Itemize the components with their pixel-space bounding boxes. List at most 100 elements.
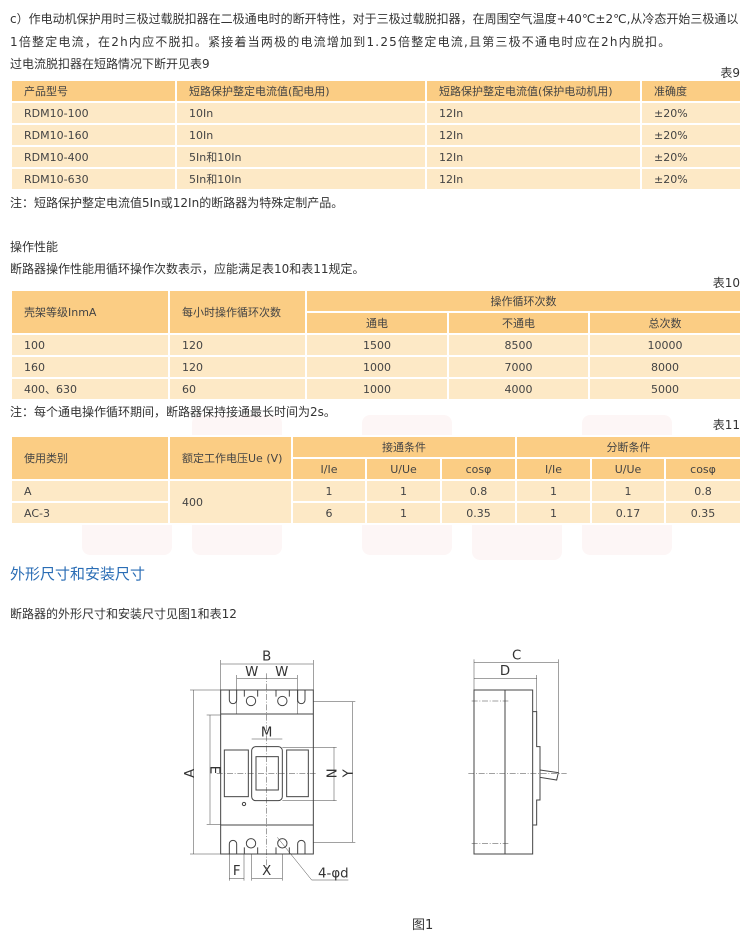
cell: 400 [168,479,293,525]
cell: 10In [175,123,427,147]
label-hole: 4-φd [318,866,349,881]
cell: A [10,479,170,503]
header-cell: 额定工作电压Ue (V) [168,435,293,481]
table-row: 100 120 1500 8500 10000 [10,333,743,357]
cell: 1 [515,501,593,525]
label-w: W [245,665,258,680]
table-caption: 表11 [712,418,740,432]
dimension-drawing: B W W M A E N Y F X 4-φd C D [183,648,567,881]
table-caption: 表10 [712,276,740,290]
label-w: W [275,665,288,680]
subheader-cell: I/Ie [515,457,593,481]
cell: RDM10-100 [10,101,177,125]
label-n: N [323,768,338,778]
dimension-lines [190,659,559,881]
cell: RDM10-630 [10,167,177,191]
label-d: D [500,664,510,679]
cell: 5000 [587,377,743,401]
table-row: RDM10-400 5In和10In 12In ±20% [10,145,742,169]
header-cell: 每小时操作循环次数 [168,289,307,335]
cell: 1 [590,479,667,503]
table-header-row: 壳架等级InmA 每小时操作循环次数 操作循环次数 [10,289,743,335]
cell: ±20% [640,123,742,147]
cell: 0.8 [439,479,518,503]
cell: ±20% [640,167,742,191]
cell: 5In和10In [175,167,427,191]
table-row: RDM10-630 5In和10In 12In ±20% [10,167,742,191]
table-note: 注：短路保护整定电流值5In或12In的断路器为特殊定制产品。 [10,196,344,210]
table-row: AC-3 6 1 0.35 1 0.17 0.35 [10,501,743,525]
cell: RDM10-160 [10,123,177,147]
header-cell: 准确度 [640,79,742,103]
cell: 12In [425,145,642,169]
cell: 1 [365,501,442,525]
center-lines [216,673,567,870]
header-cell: 接通条件 [290,435,518,459]
cell: 1 [365,479,442,503]
table-10: 壳架等级InmA 每小时操作循环次数 操作循环次数 通电 不通电 总次数 100… [10,289,743,401]
header-cell: 使用类别 [10,435,170,481]
subheader-cell: 通电 [305,311,449,335]
cell: 10In [175,101,427,125]
cell: 0.17 [590,501,667,525]
cell: 120 [168,333,307,357]
header-cell: 产品型号 [10,79,177,103]
label-c: C [512,648,521,663]
subheader-cell: U/Ue [590,457,667,481]
cell: ±20% [640,145,742,169]
header-cell: 分断条件 [515,435,743,459]
table-row: RDM10-100 10In 12In ±20% [10,101,742,125]
cell: 7000 [447,355,590,379]
table-note: 注：每个通电操作循环期间，断路器保持接通最长时间为2s。 [10,405,336,419]
cell: 12In [425,123,642,147]
front-view [220,689,314,855]
intro-line: 过电流脱扣器在短路情况下断开见表9 [10,57,210,71]
dimension-labels: B W W M A E N Y F X 4-φd C D [183,648,521,881]
cell: 0.35 [664,501,743,525]
table-row: A 400 1 1 0.8 1 1 0.8 [10,479,743,525]
section-heading: 操作性能 [10,240,59,254]
table-subheader-row: 通电 不通电 总次数 [11,311,743,335]
cell: 400、630 [10,377,170,401]
table-header-row: 使用类别 额定工作电压Ue (V) 接通条件 分断条件 [10,435,743,481]
cell: 160 [10,355,170,379]
intro-line: c）作电动机保护用时三极过载脱扣器在二极通电时的断开特性，对于三极过载脱扣器，在… [10,12,739,26]
header-cell: 壳架等级InmA [10,289,170,335]
table-row: 400、630 60 1000 4000 5000 [10,377,743,401]
table-header-row: 产品型号 短路保护整定电流值(配电用) 短路保护整定电流值(保护电动机用) 准确… [10,79,742,103]
cell: 10000 [587,333,743,357]
label-a: A [183,769,198,778]
subheader-cell: 总次数 [587,311,743,335]
cell: 1000 [305,355,449,379]
table-row: 160 120 1000 7000 8000 [10,355,743,379]
cell: 1000 [305,377,449,401]
cell: 1 [291,479,367,503]
cell: 1500 [305,333,449,357]
cell: 5In和10In [175,145,427,169]
header-cell: 短路保护整定电流值(保护电动机用) [425,79,642,103]
section-description: 断路器操作性能用循环操作次数表示，应能满足表10和表11规定。 [10,262,365,276]
table-caption: 表9 [720,66,740,80]
figure-caption: 图1 [412,918,434,933]
cell: 12In [425,101,642,125]
side-view [473,689,559,855]
cell: 8500 [447,333,590,357]
cell: 8000 [587,355,743,379]
subheader-cell: 不通电 [447,311,590,335]
table-9: 产品型号 短路保护整定电流值(配电用) 短路保护整定电流值(保护电动机用) 准确… [10,79,742,191]
label-f: F [233,864,241,879]
subheader-cell: cosφ [439,457,518,481]
cell: 120 [168,355,307,379]
intro-line: 1倍整定电流，在2h内应不脱扣。紧接着当两极的电流增加到1.25倍整定电流,且第… [10,35,672,49]
table-11: 使用类别 额定工作电压Ue (V) 接通条件 分断条件 I/Ie U/Ue co… [10,435,743,525]
cell: AC-3 [10,501,170,525]
table-subheader-row: I/Ie U/Ue cosφ I/Ie U/Ue cosφ [11,457,743,481]
label-e: E [207,766,222,774]
subheader-cell: I/Ie [291,457,367,481]
table-row: RDM10-160 10In 12In ±20% [10,123,742,147]
section-description: 断路器的外形尺寸和安装尺寸见图1和表12 [10,607,237,621]
section-title: 外形尺寸和安装尺寸 [10,565,146,583]
label-x: X [262,864,271,879]
label-b: B [262,650,271,665]
